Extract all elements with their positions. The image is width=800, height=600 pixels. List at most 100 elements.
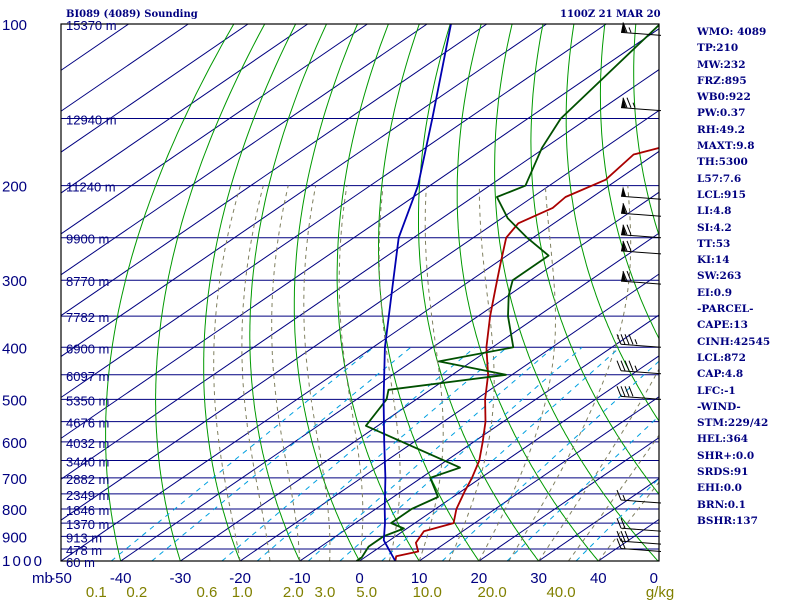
moist-adiabat [597,481,659,561]
index-line: TH:5300 [697,156,748,169]
index-line: SW:263 [697,270,742,283]
wind-barb-pennant [621,22,626,33]
wind-barb-flag [616,518,622,529]
wind-barb-flag [626,270,632,282]
stability-indices-panel: WMO: 4089 TP:210 MW:232 FRZ:895 WB0:922 PW:0.… [697,24,800,529]
moist-adiabat [538,368,659,561]
pressure-label: 500 [2,392,27,409]
dewpoint-profile [355,24,659,561]
index-line: PW:0.37 [697,107,746,120]
wind-barb-pennant [621,240,626,251]
isotherm-line [478,437,659,561]
wind-barb [620,224,662,239]
moist-adiabat [271,185,301,561]
wind-barb-pennant [621,224,626,235]
mixing-ratio-line [151,346,412,561]
wind-barb-flag [616,530,622,542]
pressure-label: 300 [2,273,27,290]
wind-barb [616,386,662,400]
isotherm-line [61,24,607,399]
wind-barb-pennant [621,186,626,197]
index-line: LI:4.8 [697,205,732,218]
height-label: 2349 m [66,488,109,503]
pressure-unit-label: mb [32,570,53,587]
index-line: -WIND- [697,400,741,413]
dry-adiabat [249,24,327,561]
moist-adiabat [213,185,241,561]
wind-barb-half-flag [634,339,638,345]
pressure-label: 200 [2,179,27,196]
wind-barb-pennant [621,203,626,214]
moist-adiabat [303,185,331,561]
index-line: MAXT:9.8 [697,140,755,153]
mixing-ratio-line [441,360,659,561]
temperature-tick-label: -40 [110,570,132,587]
height-label: 5350 m [66,393,109,408]
moist-adiabat [378,185,401,561]
wind-barb-flag [622,240,628,252]
wind-barb [620,22,662,36]
index-line: BRN:0.1 [697,498,746,511]
height-label: 1846 m [66,503,109,518]
wind-barb-flag [620,538,626,549]
dry-adiabat [155,24,266,561]
height-label: 9900 m [66,232,109,247]
wind-barb-flag [624,386,630,397]
wind-barb-flag [622,97,628,108]
dry-adiabat [105,24,235,561]
mixing-ratio-line [506,415,659,561]
wind-barb-flag [620,334,626,345]
wind-barb-flag [628,386,634,397]
wind-barb-half-flag [632,102,636,108]
wind-barb-shaft [620,527,662,532]
wind-barb-shaft [620,395,662,400]
plot-frame [60,23,660,562]
index-line: WMO: 4089 [697,26,767,38]
wind-barb [616,360,662,375]
dry-adiabat [336,24,420,561]
wind-barb-flag [620,360,626,371]
plot-border [60,23,660,562]
index-line: L57:7.6 [697,172,742,185]
index-line: STM:229/42 [697,417,769,430]
wind-barb-pennant [621,97,626,108]
temperature-tick-label: 0 [355,570,363,587]
isotherm-line [418,396,659,561]
wind-barb-shaft [620,280,662,285]
isotherm-line [61,24,308,194]
mixing-ratio-label: 0.1 [86,584,107,600]
height-label: 1370 m [66,517,109,532]
isotherm-line [61,24,249,153]
mixing-ratio-line [339,346,583,561]
wind-barb-shaft [620,343,662,348]
wind-barb-flag [622,270,628,282]
mixing-ratio-label: 10.0 [413,584,442,600]
wind-barb [616,538,662,552]
index-line: SRDS:91 [697,466,749,479]
wind-barb-shaft [620,212,662,217]
height-label: 15370 m [66,18,117,33]
temperature-profile [394,146,659,561]
mixing-ratio-label: 2.0 [283,584,304,600]
mixing-ratio-label: 40.0 [546,584,575,600]
wind-barb-shaft [620,31,662,36]
dry-adiabat [293,24,360,561]
isotherm-line [180,232,659,561]
temperature-tick-label: -30 [170,570,192,587]
wind-barb-flag [620,386,626,397]
wind-barb-flag [616,360,622,371]
wind-barb-flag [626,224,632,235]
wind-barb-flag [626,240,632,252]
index-line: SI:4.2 [697,221,732,234]
wind-barb [620,203,662,217]
index-line: KI:14 [697,254,730,267]
index-line: CINH:42545 [697,335,771,348]
wind-barb-shaft [620,547,662,552]
temperature-tick-label: -20 [229,570,251,587]
wind-barb-flag [626,97,632,108]
pressure-label: 900 [2,529,27,546]
isotherm-line [61,109,659,521]
mixing-ratio-label: 5.0 [356,584,377,600]
pressure-label: 600 [2,435,27,452]
isotherm-line [61,24,488,317]
